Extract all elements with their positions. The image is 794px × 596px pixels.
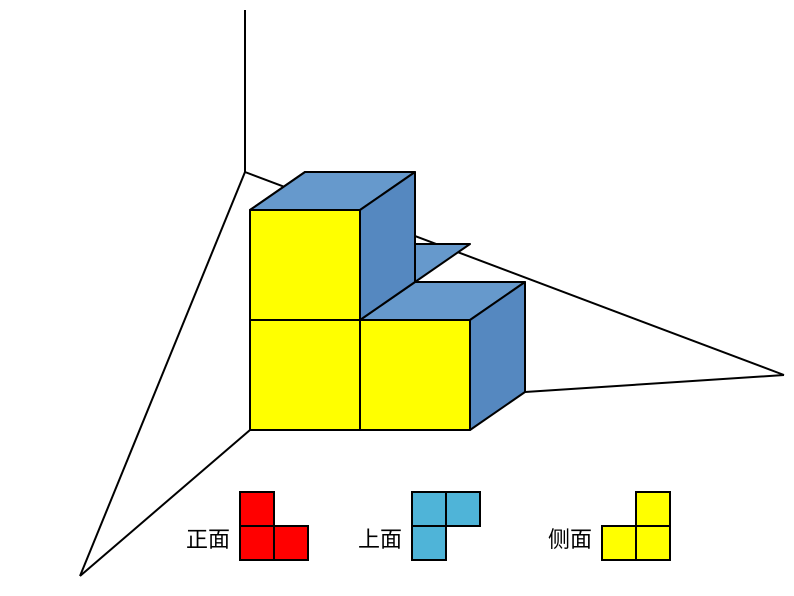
top-view-cell: [446, 492, 480, 526]
side-view-cell: [602, 526, 636, 560]
front-view-cell: [240, 526, 274, 560]
label-top-view: 上面: [358, 522, 402, 554]
label-side-view: 侧面: [548, 522, 592, 554]
cube-front-face: [250, 210, 360, 320]
diagram-canvas: [0, 0, 794, 596]
axis-left-floor-fg: [80, 430, 250, 576]
top-view-cell: [412, 526, 446, 560]
side-view-cell: [636, 526, 670, 560]
axis-left-floor: [80, 172, 245, 576]
side-view-cell: [636, 492, 670, 526]
axis-right-floor-fg: [525, 375, 784, 392]
cube-front-face: [360, 320, 470, 430]
label-front-view: 正面: [186, 522, 230, 554]
top-view-cell: [412, 492, 446, 526]
cube-front-face: [250, 320, 360, 430]
front-view-cell: [240, 492, 274, 526]
front-view-cell: [274, 526, 308, 560]
